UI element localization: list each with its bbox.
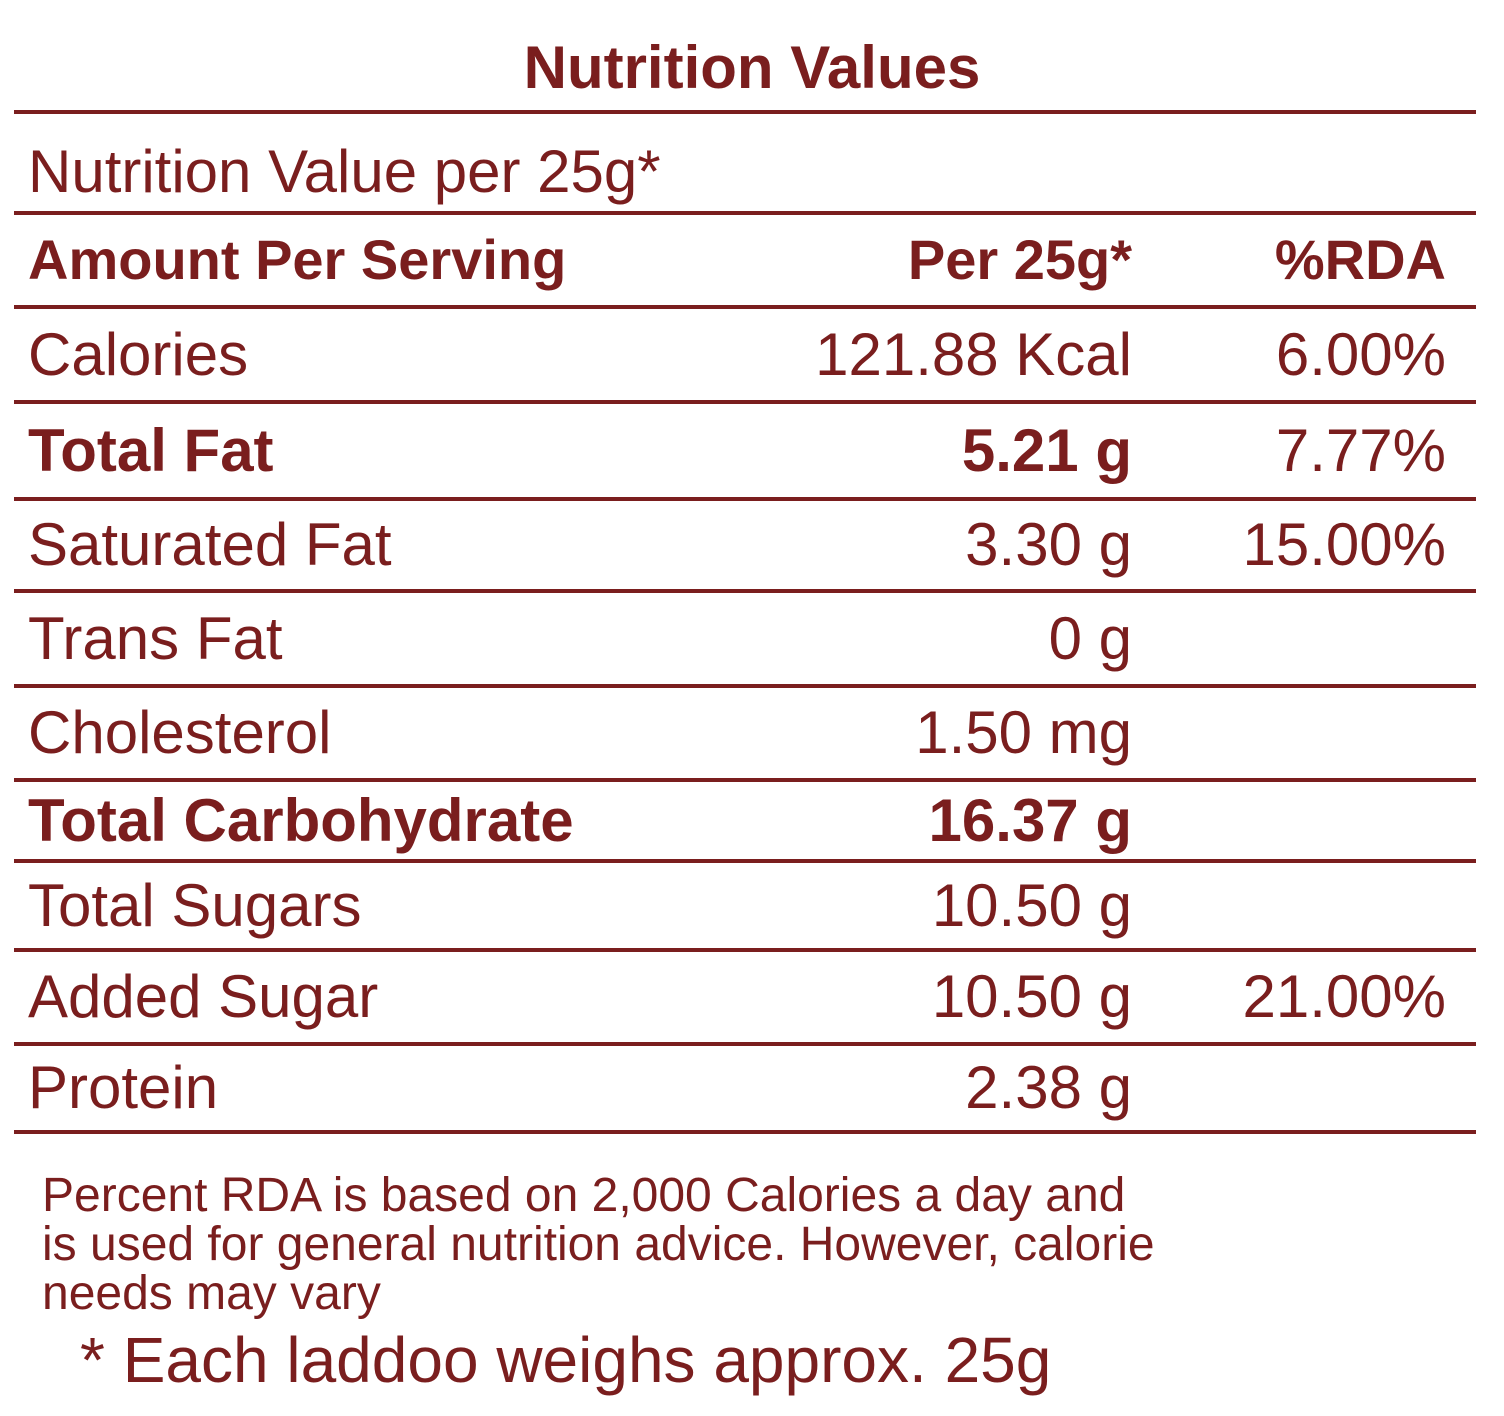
header-cell: %RDA: [1274, 228, 1446, 291]
row-amount: 3.30 g: [965, 511, 1132, 578]
rule-line: [14, 497, 1476, 501]
rule-line: [14, 778, 1476, 782]
row-amount: 2.38 g: [965, 1054, 1132, 1121]
subtitle: Nutrition Value per 25g*: [28, 138, 661, 205]
footnote-line: is used for general nutrition advice. Ho…: [42, 1218, 1155, 1271]
footnote-line: needs may vary: [42, 1267, 381, 1320]
header-cell: Amount Per Serving: [28, 228, 567, 291]
row-label: Trans Fat: [28, 604, 283, 672]
rule-line: [14, 305, 1476, 309]
rule-line: [14, 589, 1476, 593]
rule-line: [14, 211, 1476, 215]
row-amount: 0 g: [1048, 604, 1132, 672]
rule-line: [14, 400, 1476, 404]
row-rda: 6.00%: [1275, 320, 1446, 388]
rule-line: [14, 1130, 1476, 1134]
rule-line: [14, 684, 1476, 688]
row-amount: 16.37 g: [928, 786, 1132, 854]
row-label: Calories: [28, 320, 249, 388]
row-amount: 121.88 Kcal: [815, 320, 1132, 388]
row-label: Added Sugar: [28, 963, 379, 1030]
row-amount: 10.50 g: [931, 963, 1132, 1030]
row-rda: 15.00%: [1242, 511, 1447, 578]
rule-line: [14, 110, 1476, 114]
row-label: Cholesterol: [28, 699, 332, 766]
row-amount: 10.50 g: [931, 871, 1132, 939]
row-rda: 21.00%: [1242, 963, 1447, 1030]
row-label: Total Fat: [28, 416, 274, 484]
row-rda: 7.77%: [1275, 416, 1446, 484]
row-amount: 5.21 g: [961, 416, 1132, 484]
footnote-note: * Each laddoo weighs approx. 25g: [80, 1324, 1052, 1396]
row-label: Total Carbohydrate: [28, 786, 574, 854]
rule-line: [14, 948, 1476, 952]
row-label: Total Sugars: [28, 871, 362, 939]
footnote-line: Percent RDA is based on 2,000 Calories a…: [42, 1169, 1126, 1222]
rule-line: [14, 859, 1476, 863]
row-label: Saturated Fat: [28, 511, 392, 578]
row-label: Protein: [28, 1054, 219, 1121]
title: Nutrition Values: [523, 34, 981, 101]
header-cell: Per 25g*: [907, 228, 1132, 291]
row-amount: 1.50 mg: [915, 699, 1132, 766]
rule-line: [14, 1042, 1476, 1046]
